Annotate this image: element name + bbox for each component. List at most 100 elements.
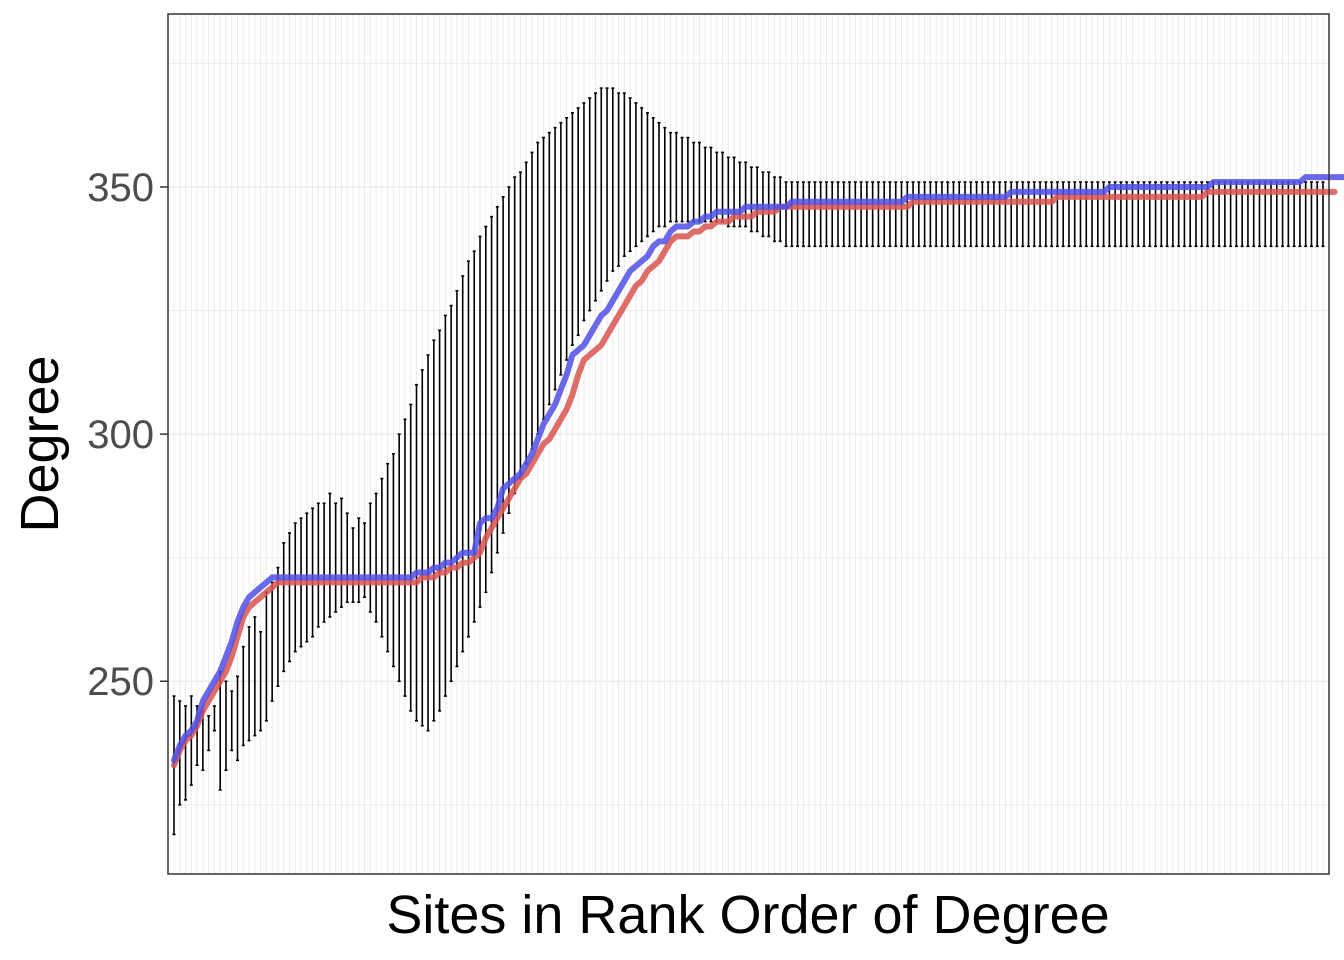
error-bar [230, 690, 234, 752]
error-bar [622, 92, 626, 257]
error-bar [980, 181, 984, 248]
error-bar [894, 181, 898, 248]
error-bar [253, 616, 257, 737]
error-bar [876, 181, 880, 248]
error-bar [1182, 181, 1186, 248]
error-bar [501, 196, 505, 534]
error-bar [888, 181, 892, 248]
error-bar [824, 181, 828, 248]
error-bar [842, 181, 846, 248]
error-bar [495, 205, 499, 554]
error-bar [917, 181, 921, 248]
error-bar [807, 181, 811, 248]
error-bar [316, 502, 320, 628]
error-bar [1119, 181, 1123, 248]
error-bar [911, 181, 915, 248]
error-bar [236, 675, 240, 762]
error-bar [923, 181, 927, 248]
error-bar [1154, 181, 1158, 248]
error-bar [830, 181, 834, 248]
y-tick-label: 350 [87, 166, 154, 210]
error-bar [674, 131, 678, 223]
error-bar [975, 181, 979, 248]
error-bar [368, 502, 372, 613]
error-bar [241, 645, 245, 747]
error-bar [1159, 181, 1163, 248]
error-bar [1130, 181, 1134, 248]
error-bar [905, 181, 909, 248]
error-bar [998, 181, 1002, 248]
error-bar [680, 136, 684, 223]
error-bar [813, 181, 817, 248]
error-bar [582, 102, 586, 322]
error-bar [634, 102, 638, 248]
error-bar [940, 181, 944, 248]
error-bar [1125, 181, 1129, 248]
error-bar [351, 527, 355, 603]
error-bar [287, 532, 291, 663]
error-bar [461, 275, 465, 653]
error-bar [409, 403, 413, 712]
error-bar [1194, 181, 1198, 248]
error-bar [328, 492, 332, 618]
error-bar [455, 289, 459, 668]
error-bar [963, 181, 967, 248]
error-bar [593, 92, 597, 302]
error-bar [859, 181, 863, 248]
error-bar [657, 121, 661, 228]
error-bar [686, 136, 690, 223]
error-bar [749, 166, 753, 233]
error-bar [951, 181, 955, 248]
error-bar [507, 186, 511, 514]
error-bar [865, 181, 869, 248]
error-bar [882, 181, 886, 248]
error-bar [380, 477, 384, 638]
error-bar [848, 181, 852, 248]
error-bar [391, 453, 395, 668]
error-bar [628, 97, 632, 253]
error-bar [432, 339, 436, 722]
error-bar [386, 462, 390, 653]
error-bar [640, 107, 644, 243]
error-bar [426, 354, 430, 732]
error-bar [189, 695, 193, 786]
error-bar [928, 181, 932, 248]
error-bar [224, 680, 228, 772]
error-bar [957, 181, 961, 248]
error-bar [709, 146, 713, 223]
error-bar [415, 383, 419, 722]
error-bar [311, 507, 315, 638]
error-bar [339, 497, 343, 608]
series-lines [171, 174, 1344, 769]
error-bar [420, 369, 424, 727]
x-axis-label: Sites in Rank Order of Degree [386, 885, 1109, 945]
error-bar [599, 87, 603, 292]
error-bar [438, 329, 442, 712]
error-bar [270, 581, 274, 702]
error-bar [605, 87, 609, 282]
error-bar [986, 181, 990, 248]
grid-lines [168, 14, 1329, 874]
error-bar [466, 260, 470, 638]
error-bar [484, 225, 488, 594]
error-bar [403, 418, 407, 697]
error-bar [570, 112, 574, 346]
error-bar [588, 97, 592, 312]
error-bar [946, 181, 950, 248]
error-bar [397, 433, 401, 683]
error-bar [1177, 181, 1181, 248]
error-bar [703, 146, 707, 223]
error-bar [871, 181, 875, 248]
error-bar [1113, 181, 1117, 248]
error-bar [801, 181, 805, 248]
panel-border [167, 13, 1330, 875]
series-line-red [171, 188, 1338, 769]
error-bar [1188, 181, 1192, 248]
error-bar [1165, 181, 1169, 248]
y-tick-label: 300 [87, 413, 154, 457]
error-bar [1148, 181, 1152, 248]
error-bar [293, 522, 297, 653]
error-bar [617, 92, 621, 267]
error-bars [172, 87, 1325, 836]
